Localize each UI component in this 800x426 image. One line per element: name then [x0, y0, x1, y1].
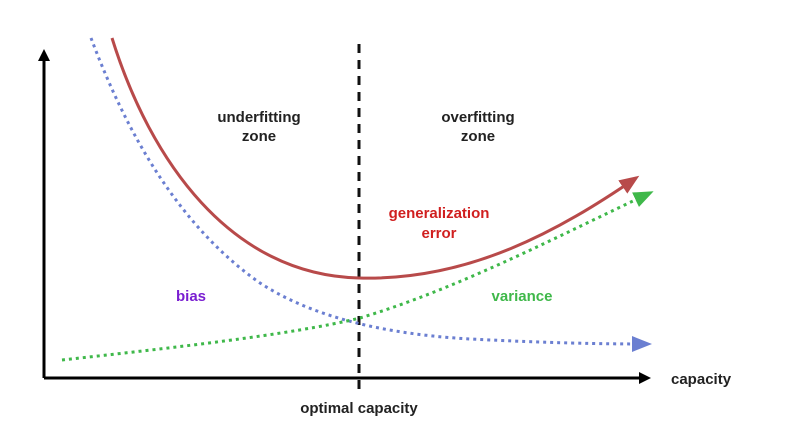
- generalization-error-label-line1: generalization: [389, 205, 490, 222]
- underfitting-zone-label-line2: zone: [242, 128, 276, 145]
- overfitting-zone-label-line1: overfitting: [441, 109, 514, 126]
- x-axis-label: capacity: [671, 371, 732, 388]
- generalization-error-curve: [110, 37, 640, 280]
- bias-label: bias: [176, 288, 206, 305]
- variance-curve: [61, 191, 654, 362]
- overfitting-zone-label-line2: zone: [461, 128, 495, 145]
- optimal-capacity-label: optimal capacity: [300, 400, 418, 417]
- variance-label: variance: [492, 288, 553, 305]
- bias-curve: [89, 37, 652, 352]
- generalization-error-label-line2: error: [421, 225, 456, 242]
- underfitting-zone-label-line1: underfitting: [217, 109, 300, 126]
